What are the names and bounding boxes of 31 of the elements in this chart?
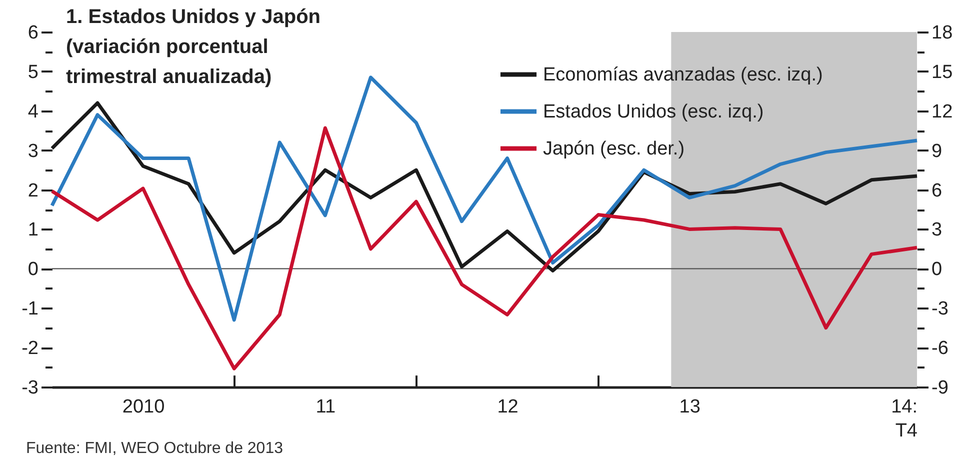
legend-label: Economías avanzadas (esc. izq.): [543, 64, 823, 86]
x-tick-label: 13: [679, 396, 700, 418]
y-tick-label: 2: [28, 180, 38, 202]
line-series: [50, 126, 919, 370]
y-tick-label: 0: [28, 259, 38, 280]
y-tick-label: -3: [22, 378, 38, 398]
y-tick-label: -1: [22, 298, 38, 320]
x-tick-label: 14: T4: [891, 396, 918, 442]
y2-tick-label: 0: [932, 259, 942, 280]
chart-title: 1. Estados Unidos y Japón (variación porcentual trimestral anualizada): [66, 6, 321, 88]
y2-tick-label: 9: [932, 140, 942, 162]
x-tick-label: 2010: [122, 396, 165, 418]
y-tick-label: 3: [28, 140, 38, 162]
y-tick-label: 5: [28, 62, 38, 83]
legend-label: Estados Unidos (esc. izq.): [543, 102, 764, 122]
y2-tick-label: -3: [932, 298, 948, 320]
y-tick-label: 6: [28, 22, 38, 44]
y2-tick-label: -9: [932, 378, 948, 398]
legend-label: Japón (esc. der.): [543, 138, 685, 160]
y2-tick-label: 15: [932, 62, 953, 83]
y2-tick-label: -6: [932, 338, 948, 360]
y2-tick-label: 18: [932, 22, 953, 44]
source-note: Fuente: FMI, WEO Octubre de 2013: [26, 440, 283, 456]
y2-tick-label: 6: [932, 180, 942, 202]
x-tick-label: 11: [316, 396, 336, 418]
y2-tick-label: 3: [932, 220, 942, 241]
y-tick-label: -2: [22, 338, 38, 360]
y-tick-label: 1: [28, 220, 38, 241]
y2-tick-label: 12: [932, 101, 953, 122]
y-tick-label: 4: [28, 101, 39, 122]
x-tick-label: 12: [497, 396, 518, 418]
